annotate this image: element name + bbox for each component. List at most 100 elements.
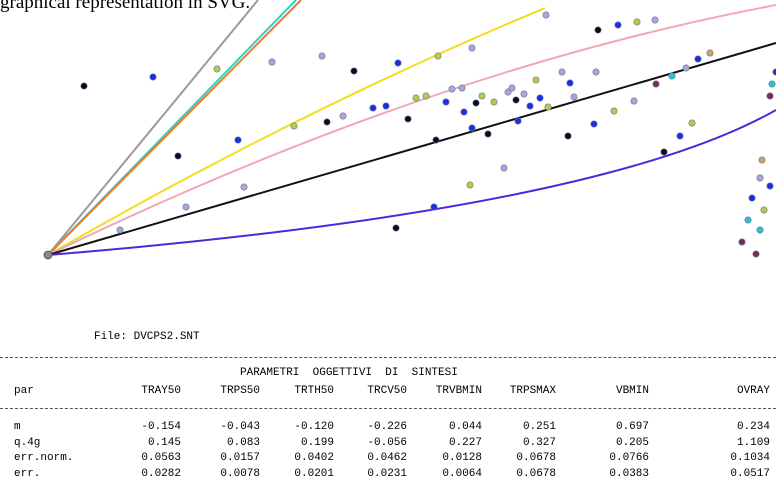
scatter-point: [174, 152, 182, 160]
table-cell: 0.251: [522, 421, 556, 433]
table-cell: 0.0517: [730, 468, 770, 480]
scatter-point: [514, 117, 522, 125]
table-row: err. 0.0282 0.0078 0.0201 0.0231 0.0064 0.0678…: [0, 468, 776, 482]
table-cell: 0.0383: [609, 468, 649, 480]
scatter-point: [394, 59, 402, 67]
table-cell: 0.0402: [294, 452, 334, 464]
scatter-point: [404, 115, 412, 123]
scatter-point: [490, 98, 498, 106]
scatter-point: [508, 84, 516, 92]
table-title: PARAMETRI OGGETTIVI DI SINTESI: [240, 367, 458, 379]
scatter-point: [694, 55, 702, 63]
table-cell: 0.0064: [442, 468, 482, 480]
line-pink: [47, 4, 776, 256]
scatter-point: [652, 80, 660, 88]
scatter-point: [564, 132, 572, 140]
scatter-point: [369, 104, 377, 112]
table-cell: 0.0678: [516, 468, 556, 480]
scatter-point: [460, 108, 468, 116]
scatter-point: [240, 183, 248, 191]
scatter-point: [422, 92, 430, 100]
table-cell: 0.0282: [141, 468, 181, 480]
line-orange: [47, 0, 302, 256]
column-header-trcv50: TRCV50: [367, 385, 407, 397]
table-cell: 1.109: [736, 437, 770, 449]
table-cell: 0.0128: [442, 452, 482, 464]
table-header-row: par TRAY50 TRPS50 TRTH50 TRCV50 TRVBMIN TRPSM…: [0, 385, 776, 399]
scatter-point: [744, 216, 752, 224]
origin-point: [43, 250, 53, 260]
scatter-point: [688, 119, 696, 127]
column-header-trth50: TRTH50: [294, 385, 334, 397]
scatter-point: [542, 11, 550, 19]
row-label: q.4g: [14, 437, 41, 449]
scatter-point: [448, 85, 456, 93]
table-cell: 0.227: [448, 437, 482, 449]
table-cell: 0.145: [147, 437, 181, 449]
scatter-point: [526, 102, 534, 110]
table-cell: -0.154: [141, 421, 181, 433]
scatter-point: [466, 181, 474, 189]
line-yellow: [47, 7, 546, 256]
scatter-point: [752, 250, 760, 258]
line-grey: [47, 0, 259, 256]
column-header-ovray: OVRAY: [736, 385, 770, 397]
scatter-point: [434, 52, 442, 60]
table-cell: 0.044: [448, 421, 482, 433]
column-header-vbmin: VBMIN: [615, 385, 649, 397]
scatter-point: [520, 90, 528, 98]
scatter-point: [566, 79, 574, 87]
scatter-point: [614, 21, 622, 29]
scatter-point: [682, 64, 690, 72]
file-name-label: File: DVCPS2.SNT: [94, 331, 200, 343]
scatter-point: [512, 96, 520, 104]
scatter-point: [234, 136, 242, 144]
table-cell: 0.0462: [367, 452, 407, 464]
table-cell: -0.120: [294, 421, 334, 433]
row-label: err.norm.: [14, 452, 74, 464]
scatter-point: [768, 80, 776, 88]
scatter-point: [748, 194, 756, 202]
table-cell: 0.199: [300, 437, 334, 449]
header-par-label: par: [14, 385, 34, 397]
scatter-point: [468, 44, 476, 52]
scatter-point: [706, 49, 714, 57]
scatter-point: [766, 182, 774, 190]
column-header-trvbmin: TRVBMIN: [435, 385, 482, 397]
line-black: [47, 42, 776, 256]
table-cell: 0.1034: [730, 452, 770, 464]
table-cell: 0.205: [615, 437, 649, 449]
scatter-points: [43, 11, 776, 260]
scatter-point: [536, 94, 544, 102]
scatter-point: [116, 226, 124, 234]
table-cell: 0.697: [615, 421, 649, 433]
scatter-point: [756, 174, 764, 182]
scatter-point: [676, 132, 684, 140]
column-header-trpsmax: TRPSMAX: [509, 385, 556, 397]
scatter-point: [758, 156, 766, 164]
scatter-point: [570, 93, 578, 101]
scatter-point: [182, 203, 190, 211]
scatter-point: [766, 92, 774, 100]
table-cell: 0.327: [522, 437, 556, 449]
table-cell: -0.056: [367, 437, 407, 449]
scatter-point: [590, 120, 598, 128]
scatter-point: [290, 122, 298, 130]
scatter-point: [323, 118, 331, 126]
table-cell: 0.0231: [367, 468, 407, 480]
heading-text: graphical representation in SVG.: [0, 0, 251, 13]
scatter-point: [80, 82, 88, 90]
scatter-point: [382, 102, 390, 110]
sensitivity-plot: [43, 0, 776, 260]
scatter-point: [468, 124, 476, 132]
row-label: err.: [14, 468, 41, 480]
table-cell: 0.0766: [609, 452, 649, 464]
table-row: m -0.154 -0.043 -0.120 -0.226 0.044 0.251 0.697…: [0, 421, 776, 435]
scatter-point: [630, 97, 638, 105]
scatter-point: [660, 148, 668, 156]
scatter-point: [442, 98, 450, 106]
table-cell: -0.043: [220, 421, 260, 433]
table-cell: -0.226: [367, 421, 407, 433]
table-row: err.norm. 0.0563 0.0157 0.0402 0.0462 0.0128 0…: [0, 452, 776, 466]
scatter-point: [213, 65, 221, 73]
